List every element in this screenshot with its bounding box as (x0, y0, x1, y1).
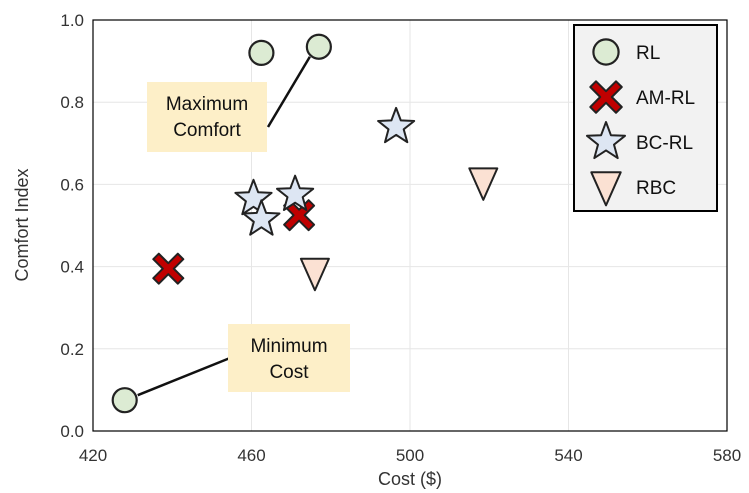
legend-label: BC-RL (636, 133, 693, 154)
y-tick-label: 1.0 (60, 11, 84, 30)
x-tick-label: 420 (79, 446, 107, 465)
legend-label: RL (636, 43, 660, 64)
x-axis-label: Cost ($) (378, 469, 442, 489)
annotation: Minimum Cost (137, 324, 350, 397)
plot-frame (92, 19, 728, 432)
legend-item: RL (592, 38, 660, 66)
annotation-leader-line (137, 356, 231, 397)
point-am-rl (152, 252, 185, 285)
legend-marker-rbc (590, 171, 622, 207)
annotation: Maximum Comfort (147, 56, 311, 152)
legend-marker-am-rl (589, 80, 623, 114)
point-rl (248, 39, 275, 66)
x-tick-label: 580 (713, 446, 741, 465)
annotation-leader-line (266, 56, 311, 128)
y-tick-label: 0.0 (60, 422, 84, 441)
y-axis-label: Comfort Index (12, 168, 32, 281)
legend-marker-bc-rl (586, 121, 626, 160)
point-rbc (299, 257, 330, 292)
y-axis-ticks: 0.0 0.2 0.4 0.6 0.8 1.0 (60, 11, 84, 441)
legend-item: AM-RL (589, 80, 695, 114)
legend-item: BC-RL (586, 121, 693, 160)
annotation-text: Comfort (173, 120, 241, 141)
data-points (111, 33, 499, 414)
legend-label: RBC (636, 178, 676, 199)
annotation-box (147, 82, 267, 152)
x-axis-ticks: 420 460 500 540 580 (79, 446, 741, 465)
x-tick-label: 500 (396, 446, 424, 465)
point-rbc (468, 167, 499, 201)
y-tick-label: 0.2 (60, 340, 84, 359)
annotation-text: Maximum (166, 94, 248, 115)
point-bc-rl (377, 106, 416, 144)
legend-marker-rl (592, 38, 620, 66)
legend: RL AM-RL BC-RL RBC (573, 24, 718, 212)
annotation-box (228, 324, 350, 392)
annotation-text: Cost (269, 362, 309, 383)
point-bc-rl (276, 174, 315, 211)
legend-item: RBC (590, 171, 676, 207)
legend-label: AM-RL (636, 88, 695, 109)
y-tick-label: 0.8 (60, 93, 84, 112)
annotation-text: Minimum (250, 336, 327, 357)
annotations: Maximum Comfort Minimum Cost (137, 56, 350, 397)
point-rl (111, 387, 138, 414)
y-tick-label: 0.6 (60, 175, 84, 194)
point-bc-rl (242, 199, 281, 236)
x-tick-label: 460 (237, 446, 265, 465)
point-bc-rl (234, 178, 273, 216)
point-rl (305, 33, 332, 60)
y-tick-label: 0.4 (60, 258, 84, 277)
x-tick-label: 540 (554, 446, 582, 465)
